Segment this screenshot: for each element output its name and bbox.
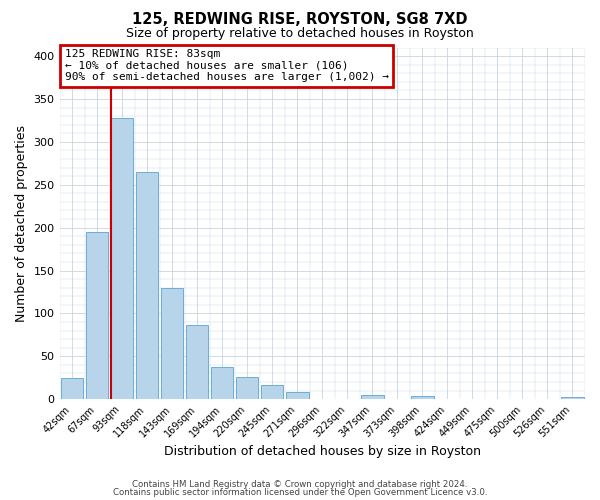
- Bar: [86, 232, 109, 399]
- Text: Contains HM Land Registry data © Crown copyright and database right 2024.: Contains HM Land Registry data © Crown c…: [132, 480, 468, 489]
- Text: 125 REDWING RISE: 83sqm
← 10% of detached houses are smaller (106)
90% of semi-d: 125 REDWING RISE: 83sqm ← 10% of detache…: [65, 50, 389, 82]
- Bar: [211, 366, 233, 399]
- Bar: [186, 326, 208, 399]
- Bar: [261, 384, 283, 399]
- Bar: [61, 378, 83, 399]
- X-axis label: Distribution of detached houses by size in Royston: Distribution of detached houses by size …: [164, 444, 481, 458]
- Bar: [361, 395, 383, 399]
- Text: Contains public sector information licensed under the Open Government Licence v3: Contains public sector information licen…: [113, 488, 487, 497]
- Text: Size of property relative to detached houses in Royston: Size of property relative to detached ho…: [126, 28, 474, 40]
- Bar: [111, 118, 133, 399]
- Bar: [161, 288, 184, 399]
- Y-axis label: Number of detached properties: Number of detached properties: [15, 125, 28, 322]
- Bar: [411, 396, 434, 399]
- Bar: [286, 392, 308, 399]
- Text: 125, REDWING RISE, ROYSTON, SG8 7XD: 125, REDWING RISE, ROYSTON, SG8 7XD: [132, 12, 468, 28]
- Bar: [236, 377, 259, 399]
- Bar: [136, 172, 158, 399]
- Bar: [561, 396, 584, 399]
